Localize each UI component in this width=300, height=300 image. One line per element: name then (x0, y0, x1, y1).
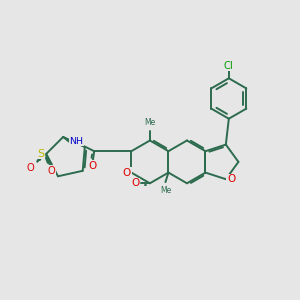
Text: O: O (47, 166, 55, 176)
Text: Cl: Cl (224, 61, 234, 70)
Text: O: O (88, 161, 97, 171)
Text: O: O (227, 174, 235, 184)
Text: O: O (123, 168, 131, 178)
Text: Me: Me (160, 186, 171, 195)
Text: O: O (27, 163, 35, 173)
Text: O: O (131, 178, 139, 188)
Text: S: S (38, 149, 44, 159)
Text: NH: NH (69, 137, 83, 146)
Text: Me: Me (144, 118, 155, 127)
